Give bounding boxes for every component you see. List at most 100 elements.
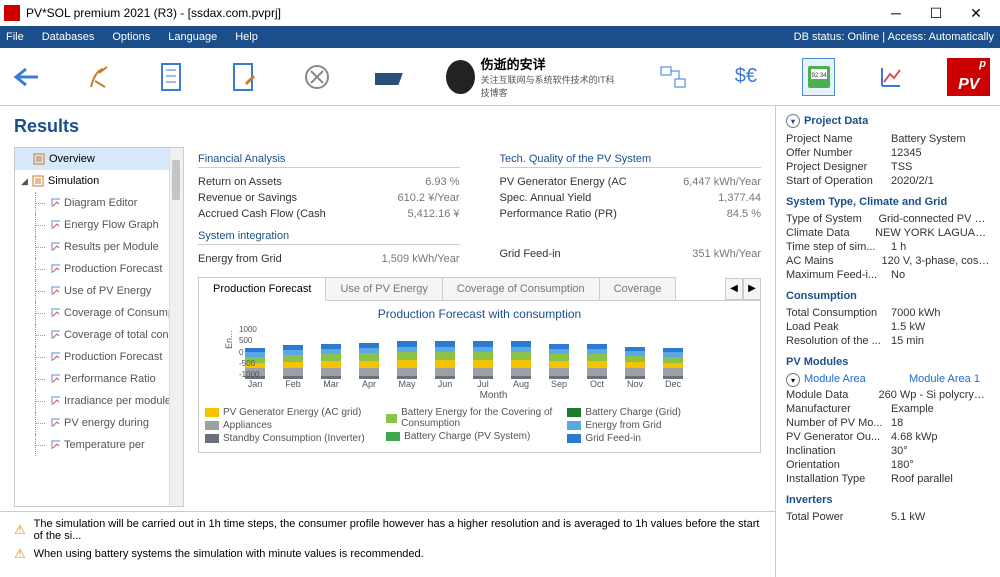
property-row: ManufacturerExample	[786, 402, 990, 416]
db-status: DB status: Online | Access: Automaticall…	[794, 31, 994, 43]
tab-next[interactable]: ▶	[743, 278, 761, 300]
tree-item[interactable]: Production Forecast	[15, 258, 183, 280]
back-button[interactable]	[10, 58, 43, 96]
property-row: Project DesignerTSS	[786, 160, 990, 174]
toolbar: 伤逝的安详 关注互联网与系统软件技术的IT科技博客 $€ 92.34 PV	[0, 48, 1000, 106]
warning-row: ⚠The simulation will be carried out in 1…	[14, 516, 761, 544]
page-edit-icon[interactable]	[228, 58, 261, 96]
property-row: Start of Operation2020/2/1	[786, 174, 990, 188]
chart-tabs: Production ForecastUse of PV EnergyCover…	[198, 277, 761, 301]
property-row: PV Generator Ou...4.68 kWp	[786, 430, 990, 444]
data-row: Accrued Cash Flow (Cash5,412.16 ¥	[198, 206, 460, 222]
tree-item[interactable]: Results per Module	[15, 236, 183, 258]
data-row: Spec. Annual Yield1,377.44	[500, 190, 762, 206]
maximize-button[interactable]: ☐	[916, 0, 956, 26]
legend-item: Battery Charge (Grid)	[567, 407, 748, 418]
menu-file[interactable]: File	[6, 31, 24, 43]
legend-item: Energy from Grid	[567, 420, 748, 431]
property-row: Offer Number12345	[786, 146, 990, 160]
data-row: PV Generator Energy (AC6,447 kWh/Year	[500, 174, 762, 190]
results-button[interactable]: 92.34	[802, 58, 835, 96]
production-chart: En... 10005000-500-1000	[233, 325, 754, 379]
tab[interactable]: Use of PV Energy	[325, 277, 442, 300]
property-row: Time step of sim...1 h	[786, 240, 990, 254]
run-icon[interactable]	[83, 58, 116, 96]
menu-language[interactable]: Language	[168, 31, 217, 43]
menu-databases[interactable]: Databases	[42, 31, 95, 43]
tree-item[interactable]: Irradiance per module area	[15, 390, 183, 412]
data-row: Grid Feed-in351 kWh/Year	[500, 246, 762, 262]
legend-item: Grid Feed-in	[567, 433, 748, 444]
property-row: Module Data260 Wp - Si polycrystalli...	[786, 388, 990, 402]
currency-icon[interactable]: $€	[730, 58, 763, 96]
menu-help[interactable]: Help	[235, 31, 258, 43]
cancel-icon[interactable]	[301, 58, 334, 96]
legend-item: Standby Consumption (Inverter)	[205, 433, 386, 444]
tree-item[interactable]: Production Forecast	[15, 346, 183, 368]
pv-logo: PV	[947, 58, 990, 96]
tab[interactable]: Production Forecast	[198, 277, 326, 301]
chart-icon[interactable]	[875, 58, 908, 96]
tree-item[interactable]: Use of PV Energy	[15, 280, 183, 302]
property-row: Orientation180°	[786, 458, 990, 472]
legend-item: Battery Energy for the Covering of Consu…	[386, 407, 567, 429]
section-title: System Type, Climate and Grid	[786, 196, 990, 208]
wiring-icon[interactable]	[657, 58, 690, 96]
tree-item[interactable]: PV energy during	[15, 412, 183, 434]
property-row: Type of SystemGrid-connected PV Syst...	[786, 212, 990, 226]
property-row: Resolution of the ...15 min	[786, 334, 990, 348]
tree-item-simulation[interactable]: ◢ Simulation	[15, 170, 183, 192]
data-row: Return on Assets6.93 %	[198, 174, 460, 190]
warnings: ⚠The simulation will be carried out in 1…	[0, 511, 775, 568]
tree-item-overview[interactable]: Overview	[15, 148, 183, 170]
center-logo-icon	[446, 60, 475, 94]
tree-scrollbar[interactable]	[169, 148, 183, 506]
data-row: Revenue or Savings610.2 ¥/Year	[198, 190, 460, 206]
section-title: ▾Project Data	[786, 114, 990, 128]
menu-options[interactable]: Options	[112, 31, 150, 43]
property-row: Climate DataNEW YORK LAGUARDIA...	[786, 226, 990, 240]
close-button[interactable]: ✕	[956, 0, 996, 26]
tab[interactable]: Coverage of Consumption	[442, 277, 600, 300]
legend-item: Appliances	[205, 420, 386, 431]
collapse-icon[interactable]: ▾	[786, 114, 800, 128]
tab[interactable]: Coverage	[599, 277, 677, 300]
link-row[interactable]: ▾Module AreaModule Area 1	[804, 372, 990, 388]
nav-tree: Overview ◢ Simulation Diagram EditorEner…	[14, 147, 184, 507]
panel-icon[interactable]	[373, 58, 406, 96]
chart-title: Production Forecast with consumption	[205, 307, 754, 321]
property-row: Maximum Feed-i...No	[786, 268, 990, 282]
property-row: Total Power5.1 kW	[786, 510, 990, 524]
property-row: Total Consumption7000 kWh	[786, 306, 990, 320]
tree-item[interactable]: Coverage of total consumption	[15, 324, 183, 346]
property-row: Inclination30°	[786, 444, 990, 458]
minimize-button[interactable]: ─	[876, 0, 916, 26]
titlebar: PV*SOL premium 2021 (R3) - [ssdax.com.pv…	[0, 0, 1000, 26]
tree-item[interactable]: Coverage of Consumption	[15, 302, 183, 324]
data-row: Energy from Grid1,509 kWh/Year	[198, 251, 460, 267]
window-title: PV*SOL premium 2021 (R3) - [ssdax.com.pv…	[26, 6, 876, 20]
property-row: AC Mains120 V, 3-phase, cos φ ...	[786, 254, 990, 268]
property-row: Installation TypeRoof parallel	[786, 472, 990, 486]
warning-icon: ⚠	[14, 546, 26, 562]
legend-item: PV Generator Energy (AC grid)	[205, 407, 386, 418]
svg-text:92.34: 92.34	[811, 73, 827, 79]
data-row: Performance Ratio (PR)84.5 %	[500, 206, 762, 222]
tree-item[interactable]: Diagram Editor	[15, 192, 183, 214]
expand-icon[interactable]: ▾	[786, 373, 800, 387]
sysint-title: System integration	[198, 230, 460, 245]
tab-prev[interactable]: ◀	[725, 278, 743, 300]
page-icon[interactable]	[155, 58, 188, 96]
tree-item[interactable]: Temperature per	[15, 434, 183, 456]
center-logo: 伤逝的安详 关注互联网与系统软件技术的IT科技博客	[446, 54, 617, 99]
legend-item: Battery Charge (PV System)	[386, 431, 567, 442]
tree-item[interactable]: Performance Ratio	[15, 368, 183, 390]
section-title: PV Modules	[786, 356, 990, 368]
warning-row: ⚠When using battery systems the simulati…	[14, 544, 761, 564]
tech-title: Tech. Quality of the PV System	[500, 153, 762, 168]
warning-icon: ⚠	[14, 522, 26, 538]
menubar: File Databases Options Language Help DB stat…	[0, 26, 1000, 48]
app-icon	[4, 5, 20, 21]
tree-item[interactable]: Energy Flow Graph	[15, 214, 183, 236]
page-title: Results	[14, 116, 761, 137]
